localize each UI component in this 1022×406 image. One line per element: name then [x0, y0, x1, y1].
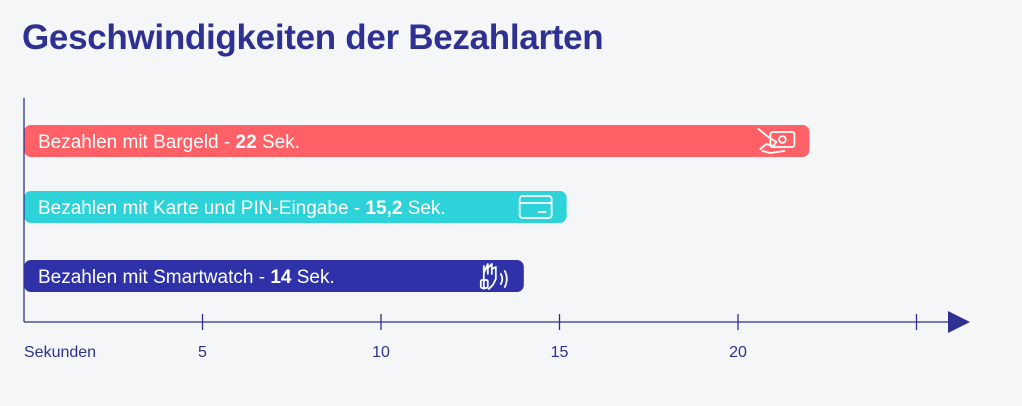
bar-value: 15,2	[365, 198, 402, 219]
bar-label-text: Bezahlen mit Karte und PIN-Eingabe -	[38, 198, 365, 219]
x-tick-label: 15	[551, 344, 569, 361]
bar-label: Bezahlen mit Smartwatch - 14 Sek.	[38, 267, 335, 288]
bar-group: Bezahlen mit Karte und PIN-Eingabe - 15,…	[24, 191, 567, 223]
bar-value: 14	[270, 267, 292, 288]
x-tick-label: 5	[198, 344, 207, 361]
x-tick-label: 10	[372, 344, 390, 361]
x-axis	[23, 98, 970, 333]
bar-label-text: Bezahlen mit Bargeld -	[38, 132, 236, 153]
bar	[24, 260, 524, 292]
bar-label: Bezahlen mit Karte und PIN-Eingabe - 15,…	[38, 198, 446, 219]
cash-hand-icon	[757, 128, 796, 154]
bar-group: Bezahlen mit Smartwatch - 14 Sek.	[24, 260, 524, 292]
bars-layer: Bezahlen mit Bargeld - 22 Sek.Bezahlen m…	[24, 125, 810, 292]
bar	[24, 125, 810, 157]
bar-label-text: Bezahlen mit Smartwatch -	[38, 267, 270, 288]
bar-unit: Sek.	[257, 132, 300, 153]
bar-unit: Sek.	[291, 267, 334, 288]
contactless-hand-icon	[479, 263, 508, 290]
bar	[24, 191, 567, 223]
chart-title: Geschwindigkeiten der Bezahlarten	[22, 18, 604, 57]
bar-unit: Sek.	[402, 198, 445, 219]
x-axis-label: Sekunden	[24, 344, 96, 361]
bar-group: Bezahlen mit Bargeld - 22 Sek.	[24, 125, 810, 157]
bar-label: Bezahlen mit Bargeld - 22 Sek.	[38, 132, 300, 153]
x-ticks: 5 10 15 20	[198, 314, 918, 361]
bar-value: 22	[236, 132, 257, 153]
x-axis-arrow-icon	[948, 311, 970, 333]
x-tick-label: 20	[729, 344, 747, 361]
credit-card-icon	[518, 195, 553, 219]
